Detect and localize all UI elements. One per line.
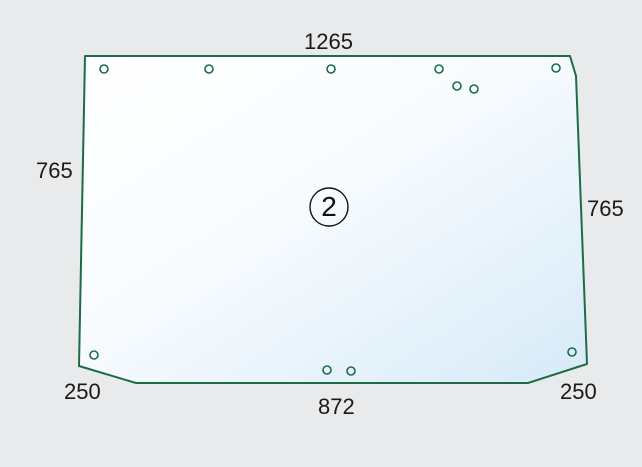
part-number-label: 2 — [321, 191, 337, 222]
glass-panel-outline — [78, 55, 588, 384]
dimension-bottom-left-chamfer: 250 — [64, 379, 101, 404]
mounting-hole — [326, 64, 336, 74]
part-number-circle — [309, 187, 349, 227]
mounting-hole — [204, 64, 214, 74]
mounting-hole — [469, 84, 479, 94]
dimension-right: 765 — [587, 196, 624, 221]
dimension-top: 1265 — [304, 29, 353, 54]
mounting-hole — [567, 347, 577, 357]
dimension-bottom: 872 — [318, 394, 355, 419]
mounting-hole — [434, 64, 444, 74]
dimension-bottom-right-chamfer: 250 — [560, 379, 597, 404]
mounting-hole — [346, 366, 356, 376]
mounting-hole — [89, 350, 99, 360]
mounting-hole — [322, 365, 332, 375]
dimension-left: 765 — [36, 158, 73, 183]
mounting-hole — [551, 63, 561, 73]
mounting-hole — [452, 81, 462, 91]
mounting-hole — [99, 64, 109, 74]
